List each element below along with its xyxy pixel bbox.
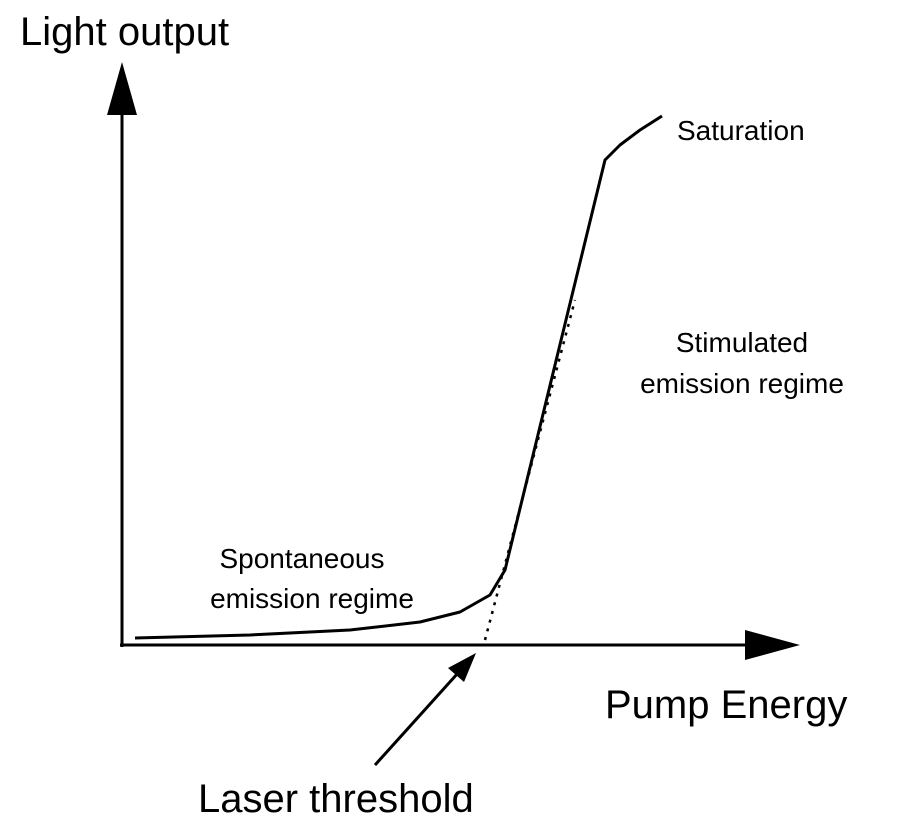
- y-axis-label: Light output: [20, 10, 229, 54]
- spontaneous-label: Spontaneous: [219, 543, 384, 574]
- saturation-label: Saturation: [677, 115, 805, 146]
- threshold-pointer-head: [448, 653, 476, 682]
- y-axis-arrow: [107, 62, 137, 115]
- threshold-label: Laser threshold: [198, 777, 474, 821]
- output-curve: [134, 114, 663, 640]
- spontaneous-label: emission regime: [210, 583, 414, 614]
- stimulated-label: Stimulated: [676, 327, 808, 358]
- threshold-pointer: [373, 671, 460, 767]
- stimulated-label: emission regime: [640, 368, 844, 399]
- x-axis-label: Pump Energy: [605, 683, 847, 727]
- x-axis-arrow: [745, 630, 800, 660]
